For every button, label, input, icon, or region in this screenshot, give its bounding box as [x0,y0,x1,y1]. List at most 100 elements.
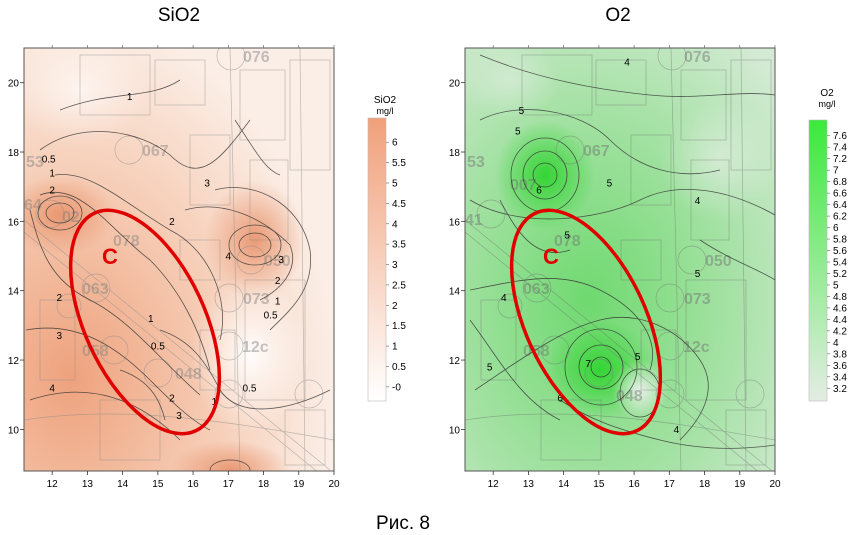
o2-x-tick-label: 20 [769,479,781,490]
o2-colorbar-tick-label: 7.2 [833,154,847,165]
sio2-title: SiO2 [158,5,200,26]
sio2-x-tick-label: 16 [188,479,200,490]
sio2-contour-label: 4 [226,252,232,263]
sio2-contour-label: 3 [204,179,210,190]
o2-colorbar-title: O2 [820,88,834,99]
sio2-contour-label: 1 [49,168,55,179]
o2-colorbar-tick-label: 5.6 [833,246,847,257]
o2-contour-labels: 4 5 5 6 5 4 5 5 4 5 7 5 6 4 [487,57,701,436]
o2-title: O2 [605,5,630,26]
o2-colorbar-tick-label: 3.8 [833,349,847,360]
sio2-contour-label: 1 [127,92,133,103]
o2-colorbar-tick-label: 3.4 [833,372,847,383]
o2-y-tick-label: 16 [449,217,461,228]
sio2-colorbar-tick-label: 1 [392,342,398,353]
sio2-x-tick-label: 19 [293,479,305,490]
o2-y-tick-label: 20 [449,79,461,90]
o2-colorbar-tick-label: 6.6 [833,189,847,200]
o2-contour-label: 4 [501,293,507,304]
o2-colorbar: O2 mg/l 7.67.47.276.86.66.46.265.85.65.4… [808,88,847,402]
sio2-colorbar-tick-label: 5.5 [392,158,406,169]
o2-colorbar-tick-label: 5.4 [833,258,847,269]
o2-contour-label: 4 [674,425,680,436]
sio2-x-tick-label: 13 [82,479,94,490]
sio2-y-tick-label: 20 [8,79,20,90]
o2-x-tick-label: 18 [699,479,711,490]
sio2-colorbar-unit: mg/l [376,106,393,116]
svg-text:048: 048 [175,366,202,383]
sio2-contour-label: 2 [49,186,55,197]
o2-colorbar-tick-label: 6 [833,223,839,234]
o2-colorbar-tick-label: 5.8 [833,235,847,246]
sio2-region-marker: C [68,208,222,436]
sio2-contour-label: 0.5 [243,383,257,394]
svg-text:53: 53 [467,154,485,171]
figure-caption: Рис. 8 [376,513,430,534]
o2-plot-frame [464,47,776,472]
o2-colorbar-tick-label: 7.4 [833,143,847,154]
sio2-contour-label: 3 [278,255,284,266]
o2-y-tick-label: 10 [449,425,461,436]
sio2-colorbar-tick-label: 2 [392,301,398,312]
svg-text:067: 067 [583,143,610,160]
sio2-colorbar-tick-label: 0.5 [392,362,406,373]
sio2-colorbar-ticks: 6 5.5 5 4.5 4 3.5 3 2.5 2 1.5 1 0.5 -0 [386,138,406,393]
sio2-contour-label: 1 [211,397,217,408]
sio2-x-tick-label: 20 [328,479,340,490]
sio2-contour-label: 2 [275,276,281,287]
sio2-y-tick-label: 12 [8,356,20,367]
o2-colorbar-tick-label: 4.2 [833,326,847,337]
o2-y-tick-label: 14 [449,287,461,298]
o2-colorbar-tick-label: 6.8 [833,177,847,188]
sio2-x-tick-label: 15 [152,479,164,490]
svg-text:078: 078 [554,233,581,250]
svg-text:050: 050 [705,253,732,270]
sio2-contour-label: 0.5 [151,342,165,353]
sio2-contour-label: 4 [49,383,55,394]
o2-contour-label: 4 [624,57,630,68]
sio2-colorbar-tick-label: 4.5 [392,199,406,210]
o2-contour-label: 5 [607,179,613,190]
o2-contour-label: 5 [635,352,641,363]
sio2-x-tick-label: 12 [47,479,59,490]
o2-contour-label: 4 [695,196,701,207]
o2-colorbar-tick-label: 3.6 [833,361,847,372]
o2-y-tick-label: 18 [449,148,461,159]
sio2-contour-label: 2 [56,293,62,304]
sio2-x-tick-label: 17 [223,479,235,490]
svg-text:073: 073 [684,291,711,308]
svg-text:53: 53 [26,154,44,171]
sio2-colorbar: SiO2 mg/l 6 5.5 5 4.5 4 3.5 3 2.5 2 1.5 1 0.5 -0 [367,95,406,402]
o2-contour-label: 6 [557,394,563,405]
svg-text:063: 063 [523,281,550,298]
sio2-contour-label: 0.5 [42,154,56,165]
o2-contour-label: 5 [564,231,570,242]
sio2-y-tick-label: 18 [8,148,20,159]
o2-x-tick-label: 15 [593,479,605,490]
svg-text:076: 076 [243,49,270,66]
o2-contour-label: 5 [487,362,493,373]
sio2-contour-label: 1 [275,297,281,308]
o2-x-tick-label: 14 [558,479,570,490]
o2-colorbar-tick-label: 3.2 [833,384,847,395]
o2-colorbar-tick-label: 7.6 [833,131,847,142]
sio2-colorbar-tick-label: -0 [392,382,401,393]
o2-y-tick-label: 12 [449,356,461,367]
o2-colorbar-tick-label: 7 [833,166,839,177]
o2-contour-label: 5 [515,127,521,138]
sio2-colorbar-tick-label: 4 [392,219,398,230]
o2-colorbar-tick-label: 4 [833,338,839,349]
sio2-colorbar-tick-label: 5 [392,179,398,190]
sio2-colorbar-tick-label: 1.5 [392,321,406,332]
svg-text:073: 073 [243,291,270,308]
sio2-colorbar-tick-label: 3 [392,260,398,271]
sio2-plot-frame [23,47,335,472]
o2-contour-label: 5 [519,106,525,117]
sio2-colorbar-tick-label: 2.5 [392,280,406,291]
o2-colorbar-ticks: 7.67.47.276.86.66.46.265.85.65.45.254.84… [827,131,847,395]
sio2-colorbar-title: SiO2 [374,95,397,106]
